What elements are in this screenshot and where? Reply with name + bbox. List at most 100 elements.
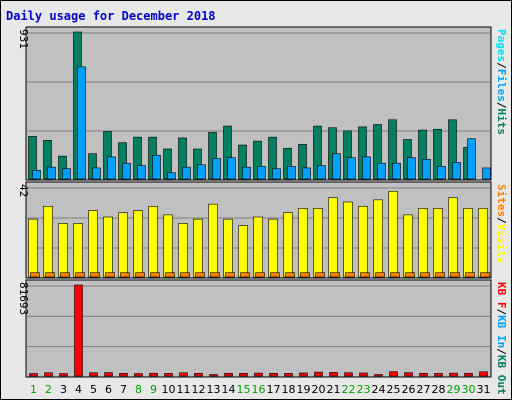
bar-files-day-7	[122, 162, 131, 180]
bar-visits-day-3	[58, 223, 68, 278]
bar-kbytes-day-22	[344, 372, 353, 377]
bar-visits-day-17	[268, 218, 278, 278]
bar-sites-day-1	[30, 272, 40, 278]
x-tick-day-1: 1	[30, 383, 37, 396]
bar-sites-day-6	[105, 272, 115, 278]
bar-kbytes-day-25	[389, 371, 398, 377]
legend-files: Files	[495, 69, 508, 102]
bar-kbytes-day-5	[89, 372, 98, 377]
x-tick-day-31: 31	[477, 383, 491, 396]
bar-kbytes-day-7	[119, 373, 128, 377]
legend-hits: Hits	[495, 109, 508, 136]
bar-visits-day-27	[418, 208, 428, 278]
bar-visits-day-13	[208, 203, 218, 278]
bar-visits-day-22	[343, 201, 353, 278]
bar-files-day-20	[317, 165, 326, 180]
panel-hits-files-pages-legend: Pages/Files/Hits	[495, 29, 508, 135]
x-tick-day-20: 20	[312, 383, 326, 396]
x-tick-day-23: 23	[357, 383, 371, 396]
bar-files-day-12	[197, 164, 206, 180]
x-tick-day-15: 15	[237, 383, 251, 396]
bar-visits-day-8	[133, 210, 143, 278]
x-tick-day-13: 13	[207, 383, 221, 396]
bar-sites-day-25	[390, 272, 400, 278]
bar-kbytes-day-26	[404, 372, 413, 377]
bar-kbytes-day-30	[464, 373, 473, 377]
x-tick-day-11: 11	[177, 383, 191, 396]
bar-files-day-3	[62, 168, 71, 180]
bar-kbytes-day-3	[59, 373, 68, 377]
bar-visits-day-6	[103, 216, 113, 278]
bar-files-day-25	[392, 162, 401, 180]
panel-kbytes-legend: KB F/KB In/KB Out	[495, 282, 508, 395]
legend-separator: /	[495, 62, 508, 69]
x-tick-day-2: 2	[45, 383, 52, 396]
bar-visits-day-24	[373, 199, 383, 278]
bar-sites-day-3	[60, 272, 70, 278]
x-tick-day-3: 3	[60, 383, 67, 396]
bar-visits-day-26	[403, 214, 413, 278]
bar-sites-day-8	[135, 272, 145, 278]
bar-files-day-19	[302, 167, 311, 180]
bar-sites-day-21	[330, 272, 340, 278]
bar-sites-day-29	[450, 272, 460, 278]
bar-files-day-2	[47, 166, 56, 180]
bar-kbytes-day-21	[329, 372, 338, 377]
x-axis-labels: 1 2 3 4 5 6 7 8 9 10 11 12 13 14 15 16 17 18 19 20 21 22 23 24 2…	[30, 383, 491, 396]
panel-hits-files-pages-bars	[28, 31, 491, 180]
legend-visits: Visits	[495, 224, 508, 264]
bar-files-day-31	[482, 167, 491, 180]
legend-separator: /	[495, 309, 508, 316]
x-tick-day-26: 26	[402, 383, 416, 396]
bar-kbytes-day-17	[269, 373, 278, 377]
bar-visits-day-7	[118, 212, 128, 278]
bar-sites-day-28	[435, 272, 445, 278]
bar-visits-day-4	[73, 223, 83, 278]
bar-kbytes-day-11	[179, 372, 188, 377]
x-tick-day-8: 8	[135, 383, 142, 396]
panel-visits-sites-legend: Sites/Visits	[495, 184, 508, 264]
x-tick-day-14: 14	[222, 383, 236, 396]
bar-visits-day-31	[478, 208, 488, 278]
bar-kbytes-day-9	[149, 372, 158, 377]
bar-visits-day-2	[43, 205, 53, 278]
bar-files-day-5	[92, 167, 101, 180]
legend-kb-in: KB In	[495, 315, 508, 348]
panel-hits-files-pages-ymax-label: 931	[17, 29, 30, 49]
legend-separator: /	[495, 217, 508, 224]
bar-files-day-23	[362, 156, 371, 180]
bar-sites-day-2	[45, 272, 55, 278]
bar-sites-day-19	[300, 272, 310, 278]
bar-files-day-6	[107, 156, 116, 180]
bar-kbytes-day-12	[194, 373, 203, 377]
bar-visits-day-25	[388, 190, 398, 278]
bar-sites-day-9	[150, 272, 160, 278]
bar-kbytes-day-13	[209, 374, 218, 377]
bar-visits-day-11	[178, 223, 188, 278]
bar-files-day-8	[137, 165, 146, 180]
bar-kbytes-day-2	[44, 372, 53, 377]
bar-sites-day-16	[255, 272, 265, 278]
bar-sites-day-30	[465, 272, 475, 278]
bar-visits-day-14	[223, 218, 233, 278]
legend-separator: /	[495, 348, 508, 355]
bar-sites-day-14	[225, 272, 235, 278]
x-tick-day-25: 25	[387, 383, 401, 396]
bar-sites-day-11	[180, 272, 190, 278]
legend-sites: Sites	[495, 184, 508, 217]
bar-visits-day-5	[88, 210, 98, 278]
bar-files-day-14	[227, 157, 236, 180]
bar-visits-day-21	[328, 197, 338, 278]
bar-kbytes-day-15	[239, 373, 248, 377]
x-tick-day-6: 6	[105, 383, 112, 396]
bar-files-day-1	[32, 170, 41, 180]
bar-kbytes-day-29	[449, 372, 458, 377]
chart-title: Daily usage for December 2018	[6, 9, 216, 23]
x-tick-day-27: 27	[417, 383, 431, 396]
bar-kbytes-day-31	[479, 371, 488, 377]
bar-kbytes-day-19	[299, 372, 308, 377]
bar-kbytes-day-6	[104, 372, 113, 377]
bar-kbytes-day-4	[74, 284, 83, 377]
x-tick-day-9: 9	[150, 383, 157, 396]
bar-sites-day-23	[360, 272, 370, 278]
